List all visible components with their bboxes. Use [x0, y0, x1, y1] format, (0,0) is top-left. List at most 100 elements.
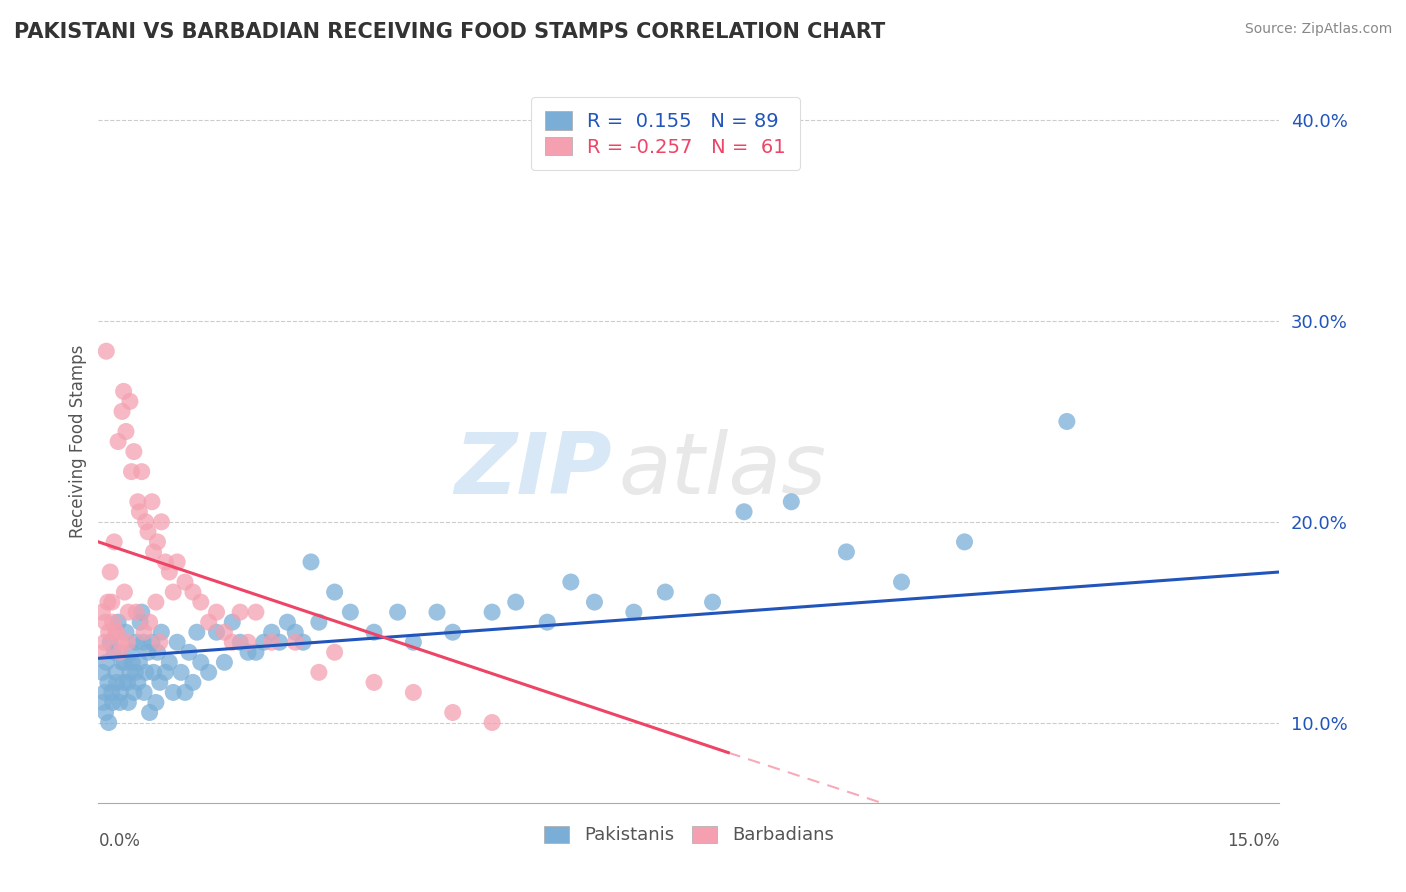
Point: [402, 685, 425, 699]
Point: [145, 696, 167, 710]
Point: [115, 425, 138, 439]
Point: [323, 585, 346, 599]
Point: [149, 675, 172, 690]
Point: [177, 645, 200, 659]
Point: [197, 665, 219, 680]
Point: [121, 465, 143, 479]
Point: [118, 394, 141, 409]
Point: [197, 615, 219, 630]
Point: [426, 605, 449, 619]
Point: [110, 685, 132, 699]
Point: [560, 575, 582, 590]
Point: [205, 625, 228, 640]
Point: [308, 615, 330, 630]
Point: [98, 635, 121, 649]
Point: [149, 635, 172, 649]
Point: [121, 655, 143, 669]
Point: [122, 444, 145, 458]
Point: [190, 655, 212, 669]
Point: [111, 404, 134, 418]
Point: [702, 595, 724, 609]
Point: [363, 625, 385, 640]
Point: [299, 555, 322, 569]
Point: [136, 645, 159, 659]
Point: [953, 535, 976, 549]
Point: [97, 675, 120, 690]
Text: 15.0%: 15.0%: [1227, 831, 1279, 850]
Point: [150, 515, 173, 529]
Point: [441, 625, 464, 640]
Point: [186, 625, 208, 640]
Point: [402, 635, 425, 649]
Point: [131, 605, 153, 619]
Point: [98, 565, 121, 579]
Point: [157, 565, 180, 579]
Point: [835, 545, 858, 559]
Point: [145, 595, 167, 609]
Point: [129, 615, 152, 630]
Point: [174, 685, 197, 699]
Point: [117, 696, 139, 710]
Point: [110, 635, 132, 649]
Point: [260, 625, 283, 640]
Point: [93, 645, 115, 659]
Point: [117, 635, 139, 649]
Point: [132, 625, 155, 640]
Point: [141, 494, 163, 508]
Text: Source: ZipAtlas.com: Source: ZipAtlas.com: [1244, 22, 1392, 37]
Point: [93, 635, 115, 649]
Point: [101, 685, 124, 699]
Point: [146, 535, 169, 549]
Point: [363, 675, 385, 690]
Point: [94, 706, 117, 720]
Text: atlas: atlas: [619, 429, 827, 512]
Point: [155, 665, 177, 680]
Point: [245, 605, 267, 619]
Point: [229, 635, 252, 649]
Point: [236, 635, 259, 649]
Point: [141, 635, 163, 649]
Point: [339, 605, 361, 619]
Point: [214, 655, 236, 669]
Point: [221, 615, 243, 630]
Point: [136, 524, 159, 539]
Point: [118, 665, 141, 680]
Point: [150, 625, 173, 640]
Point: [117, 605, 139, 619]
Point: [124, 665, 146, 680]
Point: [142, 665, 165, 680]
Point: [97, 715, 120, 730]
Point: [121, 645, 143, 659]
Point: [146, 645, 169, 659]
Point: [125, 635, 148, 649]
Point: [174, 575, 197, 590]
Point: [112, 384, 135, 399]
Point: [181, 585, 204, 599]
Point: [115, 625, 138, 640]
Point: [260, 635, 283, 649]
Point: [166, 635, 188, 649]
Point: [111, 655, 134, 669]
Point: [481, 715, 503, 730]
Point: [128, 655, 150, 669]
Point: [138, 706, 160, 720]
Point: [97, 625, 120, 640]
Point: [162, 585, 184, 599]
Point: [623, 605, 645, 619]
Point: [108, 696, 131, 710]
Point: [127, 675, 149, 690]
Point: [105, 625, 128, 640]
Point: [107, 615, 129, 630]
Point: [284, 625, 307, 640]
Point: [101, 595, 124, 609]
Point: [127, 494, 149, 508]
Point: [132, 685, 155, 699]
Point: [441, 706, 464, 720]
Point: [125, 605, 148, 619]
Point: [91, 605, 114, 619]
Point: [157, 655, 180, 669]
Point: [245, 645, 267, 659]
Point: [276, 615, 298, 630]
Point: [93, 685, 115, 699]
Point: [481, 605, 503, 619]
